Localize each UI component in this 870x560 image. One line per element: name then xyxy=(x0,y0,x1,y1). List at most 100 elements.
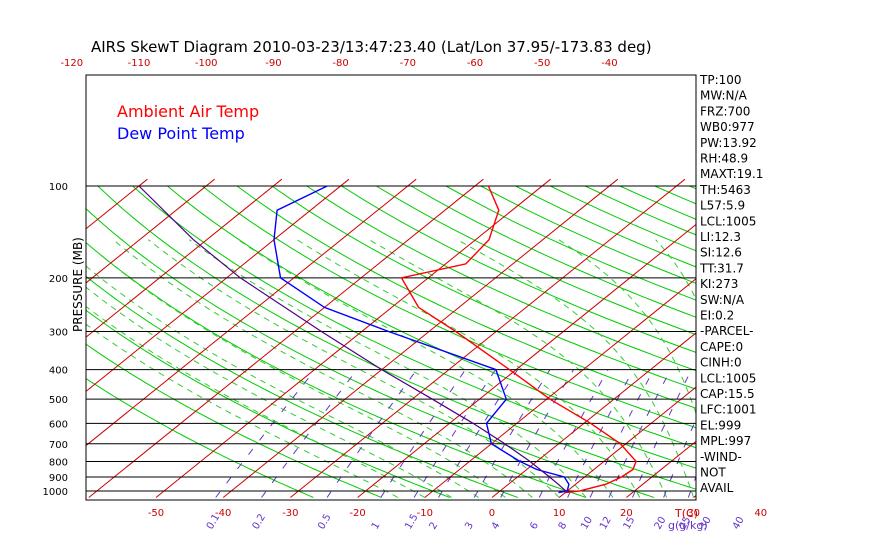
pressure-tick-label: 300 xyxy=(49,328,68,339)
dry-adiabat-line xyxy=(864,186,870,498)
sounding-lines xyxy=(138,185,637,494)
index-label: MW:N/A xyxy=(700,89,748,103)
index-label: WB0:977 xyxy=(700,120,755,134)
mixing-ratio-line xyxy=(380,369,466,498)
pressure-tick-label: 800 xyxy=(49,457,68,468)
index-label: TT:31.7 xyxy=(699,261,744,275)
dry-adiabat-line xyxy=(829,186,870,498)
isotherm-line xyxy=(626,440,696,498)
bottom-temp-tick-label: 10 xyxy=(553,508,566,519)
moist-adiabat-line xyxy=(112,239,533,498)
isotherm-line xyxy=(155,178,551,498)
index-label: MAXT:19.1 xyxy=(700,167,763,181)
pressure-tick-label: 600 xyxy=(49,419,68,430)
legend-dew-point-temp: Dew Point Temp xyxy=(117,124,245,143)
mixing-ratio-line xyxy=(567,369,634,498)
mixing-ratio-tick-label: 6 xyxy=(528,520,541,531)
mixing-ratio-tick-label: 0.2 xyxy=(251,512,268,531)
pressure-tick-label: 700 xyxy=(49,440,68,451)
index-label: TP:100 xyxy=(699,73,742,87)
index-label: L57:5.9 xyxy=(700,199,745,213)
index-label: RH:48.9 xyxy=(700,152,748,166)
index-label: MPL:997 xyxy=(700,434,751,448)
moist-adiabat-line xyxy=(86,265,479,498)
dry-adiabat-line xyxy=(132,185,696,469)
mixing-ratio-line xyxy=(438,369,519,498)
dry-adiabat-line xyxy=(271,185,696,390)
isotherm-line xyxy=(424,278,696,498)
index-label: LCL:1005 xyxy=(700,214,756,228)
dry-adiabat-line xyxy=(445,185,696,301)
dry-adiabat-line xyxy=(86,241,587,498)
dry-adiabat-line xyxy=(654,185,696,205)
chart-title: AIRS SkewT Diagram 2010-03-23/13:47:23.4… xyxy=(91,38,652,56)
mixing-ratio-tick-label: 2 xyxy=(428,520,441,531)
top-temp-tick-label: -110 xyxy=(128,58,151,69)
top-temp-tick-label: -90 xyxy=(265,58,281,69)
mixing-ratio-tick-label: 1 xyxy=(370,520,383,531)
mixing-ratio-tick-label: 8 xyxy=(557,520,570,531)
pressure-tick-label: 500 xyxy=(49,395,68,406)
mixing-ratio-tick-label: 4 xyxy=(490,520,503,531)
dew-point-temp-line xyxy=(273,185,570,494)
index-label: KI:273 xyxy=(700,277,738,291)
dry-adiabat-line xyxy=(341,185,696,353)
bottom-temp-tick-label: 30 xyxy=(687,508,700,519)
bottom-temp-tick-label: -50 xyxy=(148,508,164,519)
top-temp-tick-label: -80 xyxy=(332,58,348,69)
index-label: EI:0.2 xyxy=(700,309,734,323)
isotherm-line xyxy=(86,178,417,447)
isotherm-line xyxy=(222,178,619,498)
top-temp-tick-label: -70 xyxy=(400,58,416,69)
index-label: FRZ:700 xyxy=(700,104,750,118)
pressure-tick-label: 900 xyxy=(49,473,68,484)
dry-adiabat-line xyxy=(236,185,696,409)
index-label: CAP:15.5 xyxy=(700,387,755,401)
top-temp-tick-label: -50 xyxy=(534,58,550,69)
isobars xyxy=(86,185,696,492)
mixing-ratio-tick-label: 0.5 xyxy=(316,512,333,531)
index-label: EL:999 xyxy=(700,418,741,432)
dry-adiabat-line xyxy=(86,275,518,498)
top-temp-tick-label: -60 xyxy=(467,58,483,69)
index-label: LI:12.3 xyxy=(700,230,741,244)
pressure-tick-label: 100 xyxy=(49,182,68,193)
isotherm-line xyxy=(86,178,215,284)
index-label: TH:5463 xyxy=(699,183,751,197)
top-temp-tick-label: -40 xyxy=(601,58,617,69)
bottom-temp-tick-label: -10 xyxy=(417,508,433,519)
bottom-temp-tick-label: -20 xyxy=(349,508,365,519)
dry-adiabat-line xyxy=(794,186,870,498)
ambient-air-temp-line xyxy=(400,185,637,494)
pressure-tick-label: 200 xyxy=(49,274,68,285)
top-temp-tick-labels: -120 -110 -100 -90 -80 -70 -60 -50 -40 xyxy=(60,58,617,69)
bottom-temp-tick-label: 40 xyxy=(754,508,767,519)
mixing-ratio-line xyxy=(215,369,316,498)
dry-adiabat-line xyxy=(167,185,696,449)
bottom-temp-tick-label: -30 xyxy=(282,508,298,519)
dry-adiabat-line xyxy=(410,185,696,318)
mixing-ratio-tick-label: 10 xyxy=(579,515,595,532)
index-label: PW:13.92 xyxy=(700,136,757,150)
index-label: CAPE:0 xyxy=(700,340,743,354)
isotherm-line xyxy=(0,179,13,497)
dry-adiabat-line xyxy=(619,185,696,220)
index-label: -WIND- xyxy=(700,450,742,464)
legend-ambient-air-temp: Ambient Air Temp xyxy=(117,102,259,121)
isotherm-line xyxy=(0,179,80,497)
mixing-ratio-tick-label: 20 xyxy=(653,515,669,532)
isotherm-line xyxy=(88,178,484,498)
index-label: NOT xyxy=(700,466,726,480)
dry-adiabat-line xyxy=(759,186,870,498)
parcel-path-line xyxy=(138,185,567,493)
index-label: SW:N/A xyxy=(700,293,745,307)
x-axis-unit-label: T(C) xyxy=(674,507,698,520)
index-label: LCL:1005 xyxy=(700,371,756,385)
isotherm-line xyxy=(828,179,870,497)
dry-adiabat-line xyxy=(86,309,450,498)
dry-adiabat-line xyxy=(86,378,314,498)
index-label: CINH:0 xyxy=(700,356,742,370)
index-label: LFC:1001 xyxy=(700,403,757,417)
bottom-temp-tick-label: 0 xyxy=(489,508,495,519)
